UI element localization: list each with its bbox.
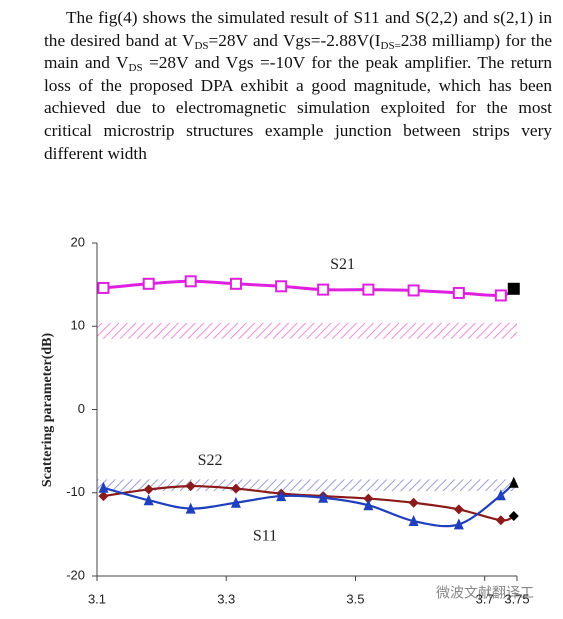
marker-square bbox=[97, 281, 110, 294]
y-tick-label: -10 bbox=[66, 484, 85, 499]
marker-triangle bbox=[363, 499, 374, 511]
marker-diamond bbox=[143, 484, 154, 495]
marker-square bbox=[407, 284, 420, 297]
series-label: S21 bbox=[330, 256, 355, 273]
marker-square bbox=[494, 289, 507, 302]
text-run: The fig(4) shows the simulated result of… bbox=[44, 8, 552, 50]
marker-square bbox=[317, 283, 330, 296]
marker-triangle bbox=[185, 502, 196, 514]
marker-diamond bbox=[495, 515, 506, 526]
text-run: =28V and Vgs =-10V for the peak amplifie… bbox=[44, 53, 552, 163]
x-tick-label: 3.7 bbox=[476, 591, 494, 606]
text-run: =28V and Vgs=-2.88V(I bbox=[208, 30, 381, 50]
marker-square bbox=[142, 277, 155, 290]
x-tick-label: 3.5 bbox=[346, 591, 364, 606]
subscript: DS bbox=[128, 62, 143, 75]
marker-diamond bbox=[408, 497, 419, 508]
series-label: S22 bbox=[198, 452, 223, 469]
y-tick-label: -20 bbox=[66, 567, 85, 582]
series-label: S11 bbox=[253, 528, 277, 545]
y-axis-label: Scattering parameter(dB) bbox=[40, 332, 55, 487]
y-tick-label: 0 bbox=[78, 401, 85, 416]
text-run: 238 milliamp) for the main and V bbox=[44, 30, 553, 73]
marker-diamond bbox=[98, 491, 109, 502]
marker-square bbox=[507, 282, 520, 295]
x-tick-label: 3.3 bbox=[217, 591, 235, 606]
marker-diamond bbox=[453, 504, 464, 515]
subscript: DS bbox=[194, 39, 209, 52]
watermark: 微波文献翻译工 bbox=[436, 585, 534, 601]
marker-square bbox=[184, 275, 197, 288]
marker-triangle bbox=[408, 515, 419, 527]
subscript: DS= bbox=[380, 39, 401, 52]
marker-triangle bbox=[276, 490, 287, 502]
marker-square bbox=[452, 286, 465, 299]
marker-diamond bbox=[363, 493, 374, 504]
y-tick-label: 20 bbox=[71, 234, 85, 249]
marker-triangle bbox=[318, 491, 329, 503]
marker-square bbox=[229, 277, 242, 290]
paragraph: The fig(4) shows the simulated result of… bbox=[44, 7, 552, 165]
marker-square bbox=[362, 283, 375, 296]
marker-diamond bbox=[185, 481, 196, 492]
series-line bbox=[103, 279, 515, 298]
marker-triangle bbox=[495, 489, 506, 501]
marker-triangle bbox=[508, 476, 519, 488]
marker-triangle bbox=[143, 494, 154, 506]
x-tick-label: 3.1 bbox=[88, 591, 106, 606]
spec-band bbox=[97, 322, 517, 339]
marker-triangle bbox=[453, 518, 464, 530]
marker-diamond bbox=[508, 511, 519, 522]
marker-triangle bbox=[98, 481, 109, 493]
marker-triangle bbox=[230, 496, 241, 508]
marker-square bbox=[275, 280, 288, 293]
y-tick-label: 10 bbox=[71, 318, 85, 333]
marker-diamond bbox=[230, 483, 241, 494]
spec-band bbox=[97, 479, 517, 492]
x-tick-label: 3.75 bbox=[504, 591, 529, 606]
